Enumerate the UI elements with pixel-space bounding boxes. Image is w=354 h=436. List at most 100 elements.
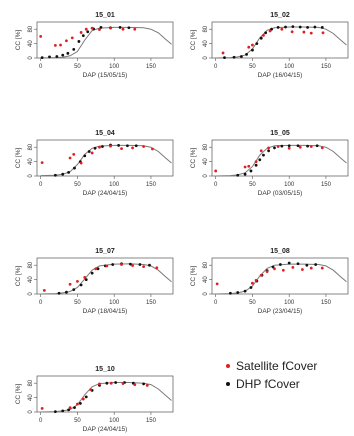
- satellite-point: [131, 146, 134, 150]
- satellite-point: [254, 160, 258, 164]
- x-tick-label: 100: [109, 182, 120, 188]
- chart-title: 15_07: [95, 248, 115, 255]
- fitted-curve: [40, 26, 172, 59]
- x-tick-label: 150: [146, 64, 157, 70]
- dhp-point: [296, 144, 300, 148]
- dhp-point: [148, 263, 151, 267]
- dhp-point: [105, 381, 109, 385]
- plot-frame: [36, 139, 174, 177]
- plot-frame: [36, 375, 174, 413]
- x-tick-label: 50: [249, 300, 256, 306]
- y-tick-label: 80: [203, 261, 209, 268]
- satellite-point: [309, 31, 313, 35]
- x-axis-label: DAP (16/04/15): [258, 72, 303, 79]
- satellite-point: [273, 267, 276, 271]
- plot-frame: [36, 257, 174, 295]
- x-tick-label: 100: [109, 64, 120, 70]
- y-tick-label: 80: [28, 261, 34, 268]
- satellite-point: [155, 266, 159, 270]
- chart-panel-15-10: 15_10 0 40 80 0 50 100 150 DAP (24/04/15) CC [%]: [15, 366, 174, 433]
- dhp-point: [240, 55, 243, 58]
- dhp-point: [306, 144, 309, 148]
- satellite-point: [214, 169, 218, 173]
- y-tick-label: 80: [203, 25, 209, 32]
- dhp-point: [243, 172, 247, 176]
- satellite-point: [109, 26, 112, 30]
- dhp-point: [278, 263, 282, 266]
- x-tick-label: 100: [284, 64, 295, 70]
- y-axis-label: CC [%]: [190, 30, 197, 51]
- satellite-point: [68, 282, 72, 286]
- satellite-point: [72, 153, 76, 156]
- chart-title: 15_05: [270, 130, 290, 137]
- dhp-point: [79, 283, 83, 287]
- satellite-point: [79, 31, 83, 34]
- satellite-point: [120, 263, 123, 266]
- dhp-point: [243, 289, 247, 293]
- dhp-point: [72, 47, 76, 51]
- x-axis-label: DAP (23/04/15): [258, 308, 303, 315]
- dhp-point: [117, 144, 120, 147]
- satellite-point: [145, 383, 149, 387]
- chart-panel-15-07: 15_07 0 40 80 0 50 100 150 DAP (18/04/15) CC [%]: [15, 248, 174, 315]
- dhp-point: [86, 30, 90, 34]
- satellite-point: [259, 149, 263, 153]
- satellite-point: [291, 265, 295, 269]
- satellite-point: [320, 266, 324, 270]
- dhp-point: [142, 382, 145, 386]
- x-tick-label: 0: [39, 182, 43, 188]
- x-tick-label: 50: [249, 182, 256, 188]
- dhp-point: [315, 144, 319, 148]
- dhp-point: [114, 381, 118, 384]
- x-axis-label: DAP (15/05/15): [83, 72, 128, 79]
- satellite-point: [309, 145, 313, 148]
- satellite-point: [247, 164, 251, 168]
- dhp-point: [93, 146, 97, 150]
- x-tick-label: 0: [39, 300, 43, 306]
- dhp-point: [57, 291, 61, 295]
- satellite-point: [142, 265, 145, 269]
- satellite-point: [121, 382, 125, 385]
- dhp-point: [236, 291, 240, 294]
- x-tick-label: 100: [109, 418, 120, 424]
- x-tick-label: 50: [249, 64, 256, 70]
- legend: Satellite fCover DHP fCover: [226, 357, 350, 393]
- legend-label-dhp: DHP fCover: [236, 377, 300, 391]
- plot-frame: [211, 139, 349, 177]
- satellite-point: [268, 29, 272, 33]
- chart-title: 15_02: [270, 12, 290, 19]
- satellite-point: [94, 267, 98, 271]
- satellite-point: [131, 264, 134, 267]
- dhp-point: [249, 286, 253, 289]
- x-tick-label: 100: [284, 300, 295, 306]
- dhp-point: [313, 25, 317, 29]
- dhp-point: [127, 26, 131, 30]
- y-tick-label: 40: [28, 158, 34, 165]
- dhp-point: [287, 144, 291, 148]
- satellite-point: [281, 268, 285, 272]
- x-axis-label: DAP (18/04/15): [83, 308, 128, 315]
- dhp-point: [61, 53, 65, 57]
- dhp-point: [291, 25, 295, 29]
- x-tick-label: 100: [109, 300, 120, 306]
- x-tick-label: 50: [74, 300, 81, 306]
- y-tick-label: 80: [28, 143, 34, 150]
- dhp-point: [228, 291, 232, 295]
- satellite-point: [40, 407, 44, 410]
- dhp-point: [306, 26, 309, 29]
- dhp-point: [55, 55, 59, 58]
- satellite-point: [68, 156, 72, 160]
- y-tick-label: 0: [28, 174, 34, 178]
- plot-frame: [36, 21, 174, 59]
- dhp-point: [53, 410, 57, 414]
- satellite-point: [287, 146, 291, 150]
- satellite-point: [254, 278, 258, 282]
- satellite-point: [251, 43, 254, 47]
- satellite-point: [151, 147, 154, 151]
- satellite-point: [65, 39, 68, 43]
- dhp-point: [251, 48, 254, 52]
- satellite-point: [83, 276, 87, 279]
- dhp-point: [259, 36, 263, 40]
- satellite-point: [121, 27, 125, 31]
